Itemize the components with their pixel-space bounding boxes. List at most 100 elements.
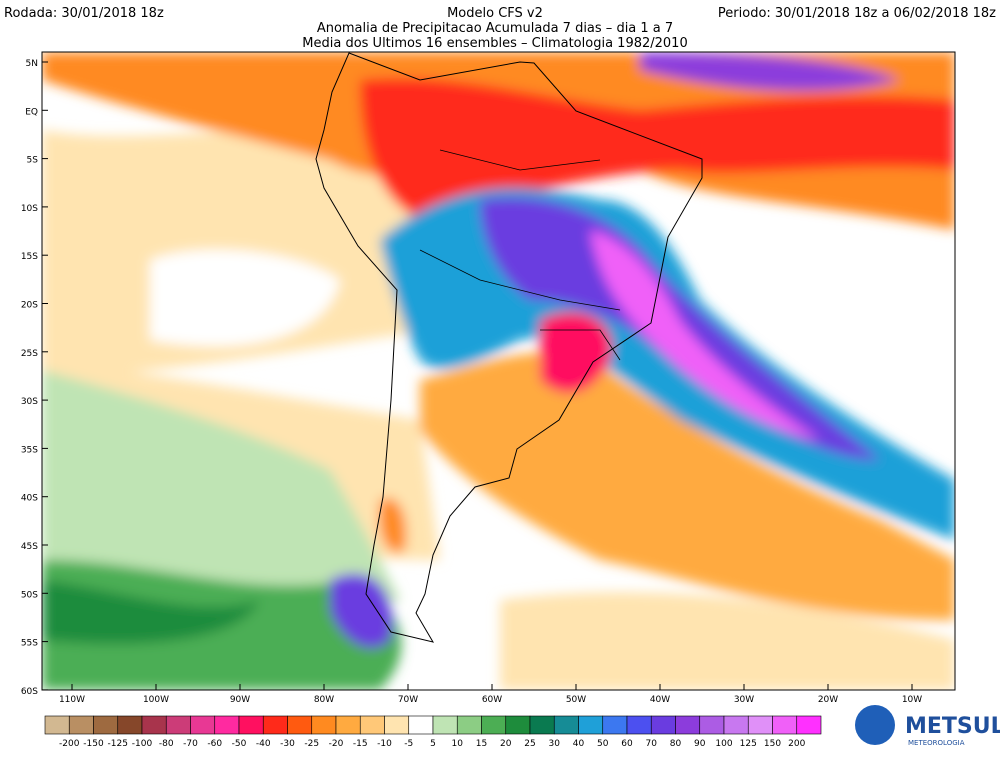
colorbar-label: 5 <box>430 739 436 749</box>
colorbar-box <box>335 715 361 735</box>
colorbar-box <box>384 715 410 735</box>
colorbar-box <box>311 715 337 735</box>
lon-label: 70W <box>398 695 418 705</box>
colorbar-box <box>796 715 822 735</box>
lon-label: 80W <box>314 695 334 705</box>
colorbar-label: 150 <box>764 739 781 749</box>
colorbar-label: -30 <box>280 739 295 749</box>
colorbar-label: -5 <box>404 739 413 749</box>
lon-label: 20W <box>818 695 838 705</box>
colorbar-box <box>723 715 749 735</box>
lon-label: 30W <box>734 695 754 705</box>
lat-label: 55S <box>21 639 38 649</box>
map-frame <box>41 51 956 691</box>
logo-tagline: METEOROLOGIA <box>908 739 965 747</box>
anomaly-field <box>42 52 955 690</box>
colorbar-box <box>747 715 773 735</box>
colorbar-label: 125 <box>740 739 757 749</box>
colorbar-box <box>93 715 119 735</box>
colorbar-label: -15 <box>353 739 368 749</box>
lon-label: 100W <box>143 695 169 705</box>
colorbar-label: -80 <box>159 739 174 749</box>
map <box>42 52 955 690</box>
colorbar-label: 70 <box>646 739 658 749</box>
lon-label: 50W <box>566 695 586 705</box>
lon-label: 40W <box>650 695 670 705</box>
colorbar-label: -20 <box>329 739 344 749</box>
lon-label: 90W <box>230 695 250 705</box>
map-subtitle: Media dos Ultimos 16 ensembles – Climato… <box>302 36 687 51</box>
colorbar-box <box>432 715 458 735</box>
lon-label: 110W <box>59 695 85 705</box>
coastline <box>315 52 703 643</box>
colorbar-box <box>165 715 191 735</box>
colorbar-label: 15 <box>476 739 487 749</box>
lat-label: 60S <box>21 687 38 697</box>
colorbar-label: -25 <box>304 739 319 749</box>
colorbar-box <box>262 715 288 735</box>
lat-label: 50S <box>21 590 38 600</box>
colorbar-box <box>44 715 70 735</box>
logo-globe <box>855 705 895 745</box>
colorbar-label: 25 <box>524 739 535 749</box>
lon-label: 10W <box>902 695 922 705</box>
colorbar-box <box>190 715 216 735</box>
colorbar-label: -125 <box>108 739 128 749</box>
colorbar-box <box>650 715 676 735</box>
colorbar-box <box>578 715 604 735</box>
model-label: Modelo CFS v2 <box>447 6 543 21</box>
lat-label: 30S <box>21 397 38 407</box>
lat-label: 15S <box>21 252 38 262</box>
colorbar-label: 20 <box>500 739 512 749</box>
colorbar-label: -50 <box>232 739 247 749</box>
colorbar-box <box>214 715 240 735</box>
colorbar-box <box>359 715 385 735</box>
colorbar-box <box>481 715 507 735</box>
lat-label: 10S <box>21 204 38 214</box>
colorbar-label: -200 <box>59 739 80 749</box>
colorbar-box <box>626 715 652 735</box>
colorbar-label: -100 <box>132 739 153 749</box>
colorbar-label: 30 <box>549 739 561 749</box>
lat-label: 5N <box>26 59 38 69</box>
colorbar-box <box>772 715 798 735</box>
colorbar-box <box>553 715 579 735</box>
colorbar-box <box>602 715 628 735</box>
map-title: Anomalia de Precipitacao Acumulada 7 dia… <box>317 21 673 36</box>
colorbar-box <box>117 715 143 735</box>
colorbar-label: -40 <box>256 739 271 749</box>
colorbar-box <box>408 715 434 735</box>
colorbar-label: -70 <box>183 739 198 749</box>
lat-label: 40S <box>21 494 38 504</box>
colorbar-label: 100 <box>715 739 732 749</box>
colorbar-label: 50 <box>597 739 609 749</box>
colorbar-label: -150 <box>83 739 104 749</box>
lat-label: 35S <box>21 445 38 455</box>
lat-label: 20S <box>21 301 38 311</box>
colorbar-box <box>529 715 555 735</box>
colorbar-label: 40 <box>573 739 585 749</box>
colorbar-label: 60 <box>621 739 633 749</box>
lat-label: 45S <box>21 542 38 552</box>
colorbar-box <box>68 715 94 735</box>
colorbar-box <box>141 715 167 735</box>
borders <box>419 149 621 361</box>
colorbar-box <box>238 715 264 735</box>
colorbar-box <box>456 715 482 735</box>
colorbar-label: 80 <box>670 739 682 749</box>
colorbar-label: 90 <box>694 739 706 749</box>
logo-name: METSUL <box>905 714 1000 739</box>
run-label: Rodada: 30/01/2018 18z <box>4 6 164 21</box>
lat-label: 25S <box>21 349 38 359</box>
colorbar-label: -10 <box>377 739 392 749</box>
lat-label: EQ <box>25 107 38 117</box>
colorbar-label: 200 <box>788 739 805 749</box>
colorbar-label: 10 <box>452 739 464 749</box>
lat-label: 5S <box>27 156 39 166</box>
colorbar-box <box>287 715 313 735</box>
lon-label: 60W <box>482 695 502 705</box>
period-label: Periodo: 30/01/2018 18z a 06/02/2018 18z <box>718 6 996 21</box>
colorbar-box <box>505 715 531 735</box>
colorbar-box <box>699 715 725 735</box>
